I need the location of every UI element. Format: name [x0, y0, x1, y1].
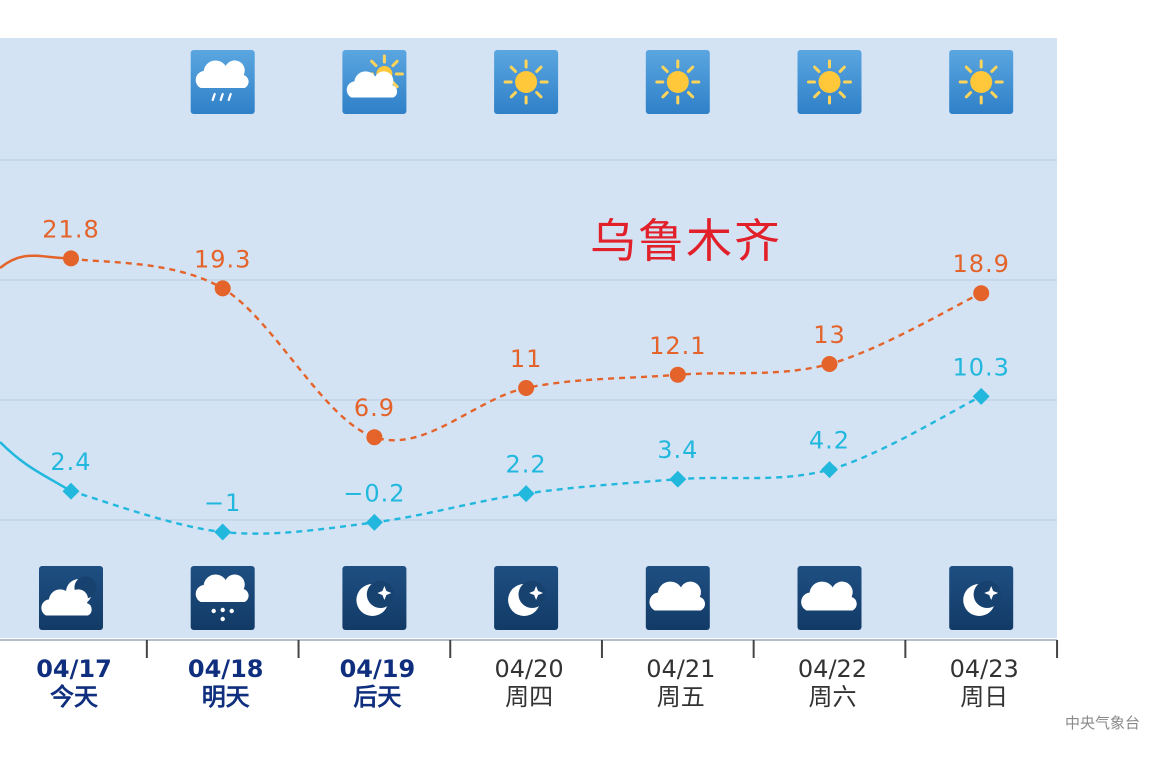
high-point-1	[214, 280, 231, 297]
high-label-3: 11	[510, 345, 543, 373]
high-point-4	[669, 366, 686, 383]
date-label-4: 04/21	[646, 655, 715, 683]
sun-icon	[949, 50, 1014, 114]
series-0-lead-line	[0, 254, 72, 269]
chart-title: 乌鲁木齐	[590, 214, 782, 268]
chart-panel	[0, 38, 1057, 638]
sun-icon	[797, 50, 862, 114]
moon-star-icon	[342, 566, 407, 630]
low-point-0	[62, 482, 80, 500]
low-point-2	[365, 513, 383, 531]
day-name-label-0: 今天	[50, 683, 98, 711]
data-points	[62, 250, 990, 541]
moon-star-icon	[949, 566, 1014, 630]
night-icons	[39, 566, 1014, 630]
cloud-icon	[797, 566, 862, 630]
cloud-rain-icon	[190, 50, 255, 114]
high-label-6: 18.9	[952, 250, 1009, 278]
high-point-2	[366, 429, 383, 446]
day-name-label-3: 周四	[505, 683, 553, 711]
low-label-1: −1	[204, 489, 241, 517]
sun-cloud-icon	[342, 50, 407, 114]
date-label-3: 04/20	[495, 655, 564, 683]
moon-cloud-icon	[39, 566, 103, 630]
low-label-6: 10.3	[952, 353, 1009, 381]
low-label-3: 2.2	[506, 451, 547, 479]
day-name-label-1: 明天	[202, 683, 250, 711]
date-label-2: 04/19	[340, 655, 416, 683]
high-label-1: 19.3	[194, 245, 251, 273]
moon-star-icon	[494, 566, 559, 630]
low-label-5: 4.2	[809, 427, 850, 455]
data-labels: 21.8 19.3 6.9 11 12.1 13 18.9 2.4 −1 −0.2 2.2 3.4 4.…	[42, 215, 1009, 517]
date-label-5: 04/22	[798, 655, 867, 683]
high-label-4: 12.1	[649, 332, 706, 360]
high-label-5: 13	[813, 321, 846, 349]
cloud-snow-icon	[190, 566, 255, 630]
low-point-5	[821, 461, 838, 479]
low-point-4	[669, 470, 687, 488]
low-label-0: 2.4	[50, 448, 91, 476]
sun-icon	[645, 50, 710, 114]
high-label-0: 21.8	[42, 215, 99, 243]
low-point-6	[972, 387, 990, 405]
high-point-3	[518, 380, 535, 396]
date-label-0: 04/17	[36, 655, 112, 683]
low-point-3	[517, 485, 535, 503]
low-label-4: 3.4	[657, 436, 698, 464]
high-point-6	[973, 285, 990, 302]
date-label-1: 04/18	[188, 655, 264, 683]
source-watermark: 中央气象台	[1064, 714, 1140, 732]
low-label-2: −0.2	[343, 479, 405, 507]
day-name-label-5: 周六	[809, 683, 857, 711]
high-label-2: 6.9	[354, 394, 395, 422]
high-point-0	[63, 250, 79, 267]
series-1-lead-line	[0, 441, 72, 493]
grid-lines	[0, 159, 1057, 521]
low-point-1	[214, 523, 232, 541]
day-icons	[190, 50, 1014, 114]
sun-icon	[494, 50, 559, 114]
day-name-label-2: 后天	[353, 683, 401, 711]
day-name-label-6: 周日	[960, 683, 1008, 711]
cloud-icon	[645, 566, 710, 630]
date-label-6: 04/23	[950, 655, 1019, 683]
high-point-5	[821, 356, 838, 372]
day-name-label-4: 周五	[657, 683, 705, 711]
